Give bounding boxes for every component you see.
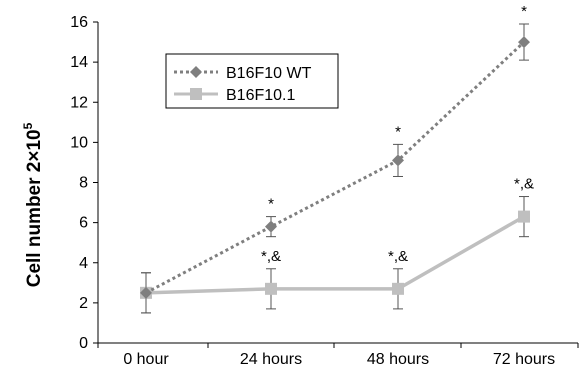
y-tick-label: 0	[79, 335, 88, 352]
data-point-diamond	[265, 220, 277, 233]
data-point-square	[265, 282, 277, 295]
y-tick-label: 8	[79, 175, 88, 192]
significance-annotation: *	[268, 196, 274, 213]
x-tick-label: 72 hours	[493, 351, 555, 368]
data-point-diamond	[518, 36, 530, 49]
x-tick-label: 48 hours	[367, 351, 429, 368]
annotations-layer: *,& *,& *,& * * *	[261, 3, 534, 265]
data-point-diamond	[140, 286, 152, 299]
y-tick-label: 16	[70, 14, 88, 31]
significance-annotation: *,&	[261, 248, 281, 265]
y-tick-label: 4	[79, 255, 88, 272]
series-line	[145, 215, 525, 295]
y-tick-label: 10	[70, 134, 88, 151]
significance-annotation: *	[395, 123, 401, 140]
y-tick-label: 12	[70, 94, 88, 111]
legend-item: B16F10 WT	[174, 65, 312, 82]
legend-label: B16F10.1	[226, 87, 295, 104]
legend-marker-diamond	[190, 66, 202, 78]
series-b16f10-1	[140, 196, 530, 314]
data-point-diamond	[392, 154, 404, 167]
y-axis-label: Cell number 2×105	[21, 122, 45, 287]
y-tick-label: 14	[70, 54, 88, 71]
y-tick-label: 6	[79, 215, 88, 232]
axes: 0 2 4 6 8 10 12 14 16 0 hour 24 hours 48 hours 72 ho…	[70, 14, 579, 368]
legend-label: B16F10 WT	[226, 65, 312, 82]
series-b16f10-wt	[140, 23, 530, 314]
x-tick-label: 0 hour	[123, 351, 169, 368]
x-tick-label: 24 hours	[240, 351, 302, 368]
significance-annotation: *,&	[388, 248, 408, 265]
legend-item: B16F10.1	[174, 87, 295, 104]
legend: B16F10 WT B16F10.1	[165, 53, 339, 109]
data-point-square	[392, 282, 404, 295]
significance-annotation: *	[521, 3, 527, 20]
significance-annotation: *,&	[514, 176, 534, 193]
y-tick-label: 2	[79, 295, 88, 312]
data-point-square	[518, 210, 530, 223]
series-layer	[140, 23, 530, 314]
legend-marker-square	[190, 88, 202, 100]
